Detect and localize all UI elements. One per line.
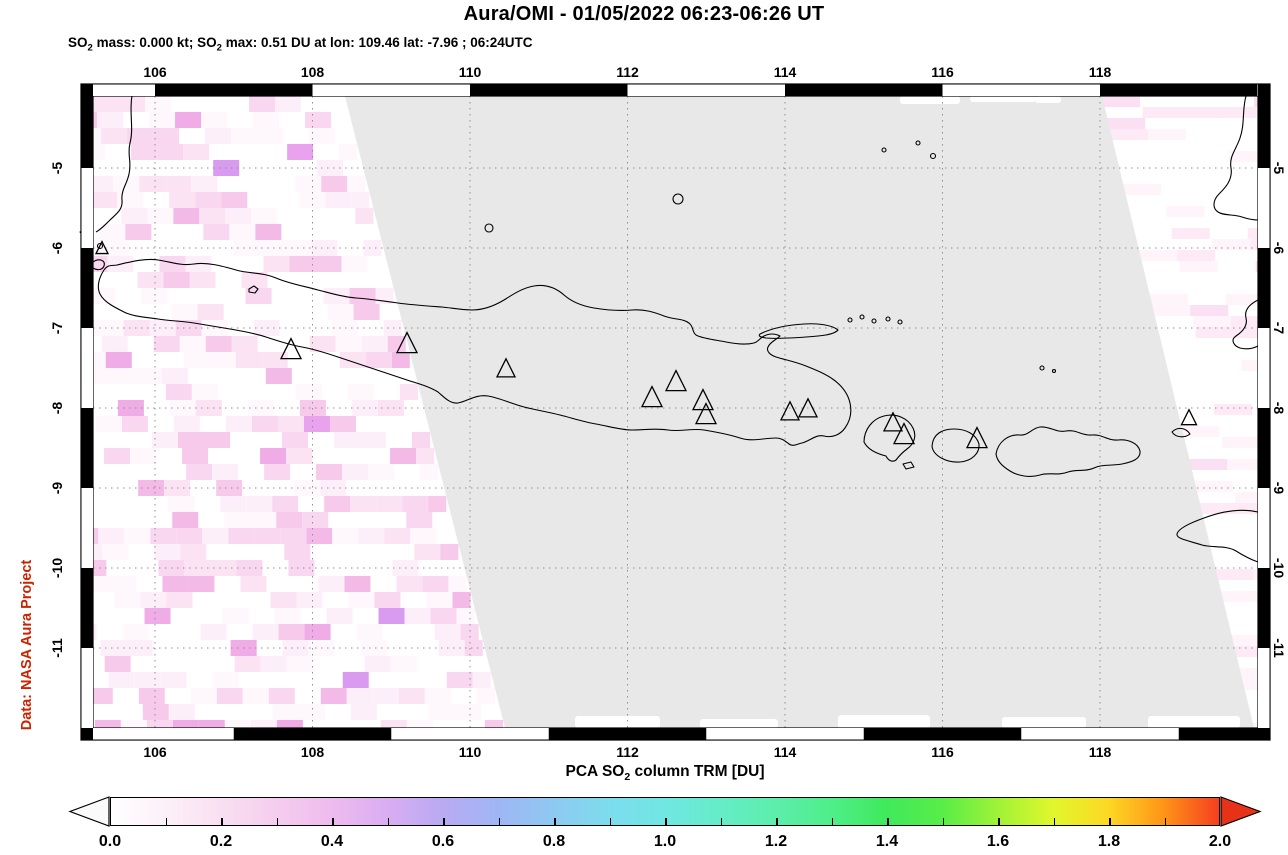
colorbar-tick (776, 818, 778, 826)
lat-tick-label: -6 (1271, 218, 1287, 278)
colorbar-tick (998, 818, 1000, 826)
screenshot-root: Aura/OMI - 01/05/2022 06:23-06:26 UT SO2… (0, 0, 1288, 855)
colorbar-tick-label: 1.0 (635, 833, 695, 851)
white-patch (1035, 96, 1061, 103)
colorbar-tick (1109, 818, 1111, 826)
lon-tick-label: 106 (125, 64, 185, 80)
lon-tick-label: 110 (440, 64, 500, 80)
lat-tick-label: -10 (1271, 538, 1287, 598)
lat-tick-label: -5 (1271, 138, 1287, 198)
colorbar-tick (277, 818, 279, 826)
colorbar-tick-label: 0.0 (80, 833, 140, 851)
lat-tick-label: -9 (1271, 458, 1287, 518)
colorbar-tick-label: 0.6 (413, 833, 473, 851)
colorbar-tick-label: 1.6 (968, 833, 1028, 851)
lon-tick-label: 110 (440, 744, 500, 760)
lon-tick-label: 114 (755, 744, 815, 760)
colorbar-tick (166, 818, 168, 826)
lon-tick-label: 118 (1070, 744, 1130, 760)
lat-tick-label: -11 (1271, 618, 1287, 678)
colorbar-tick-label: 1.2 (746, 833, 806, 851)
colorbar-tick-label: 0.4 (302, 833, 362, 851)
colorbar-right-arrow-icon (1221, 797, 1260, 826)
colorbar-tick (610, 818, 612, 826)
colorbar-tick (499, 818, 501, 826)
colorbar-tick (443, 818, 445, 826)
lat-tick-label: -8 (49, 378, 65, 438)
colorbar-tick (332, 818, 334, 826)
colorbar-tick-label: 1.8 (1079, 833, 1139, 851)
white-patch (1002, 717, 1086, 728)
lon-tick-label: 112 (598, 744, 658, 760)
white-patch (838, 715, 930, 728)
lon-tick-label: 114 (755, 64, 815, 80)
lon-tick-label: 112 (598, 64, 658, 80)
colorbar-label: PCA SO2 column TRM [DU] (0, 763, 1288, 783)
colorbar-tick-label: 0.2 (191, 833, 251, 851)
colorbar-tick (554, 818, 556, 826)
colorbar-tick-label: 0.8 (524, 833, 584, 851)
lon-tick-label: 116 (913, 64, 973, 80)
colorbar-label-text: PCA SO (565, 763, 624, 780)
white-patch (970, 96, 1036, 102)
lon-tick-label: 118 (1070, 64, 1130, 80)
colorbar-tick (943, 818, 945, 826)
colorbar-tick (1054, 818, 1056, 826)
lon-tick-label: 116 (913, 744, 973, 760)
colorbar-label-text2: column TRM [DU] (630, 763, 764, 780)
lat-tick-label: -7 (1271, 298, 1287, 358)
lat-tick-label: -10 (49, 538, 65, 598)
lon-tick-label: 108 (283, 64, 343, 80)
colorbar-tick (665, 818, 667, 826)
lat-tick-label: -7 (49, 298, 65, 358)
map-canvas (0, 0, 1288, 855)
white-patch (575, 716, 660, 728)
colorbar-tick (721, 818, 723, 826)
lon-tick-label: 108 (283, 744, 343, 760)
lat-tick-label: -9 (49, 458, 65, 518)
lon-tick-label: 106 (125, 744, 185, 760)
lat-tick-label: -6 (49, 218, 65, 278)
white-patch (1148, 716, 1240, 728)
colorbar-tick-label: 1.4 (857, 833, 917, 851)
white-patch (900, 96, 960, 104)
no-data-swath (345, 96, 1254, 728)
colorbar-tick (887, 818, 889, 826)
colorbar-tick (221, 818, 223, 826)
colorbar-left-arrow-icon (70, 797, 109, 826)
lat-tick-label: -8 (1271, 378, 1287, 438)
colorbar-tick (388, 818, 390, 826)
colorbar-tick (1165, 818, 1167, 826)
lat-tick-label: -5 (49, 138, 65, 198)
lat-tick-label: -11 (49, 618, 65, 678)
colorbar-tick-label: 2.0 (1190, 833, 1250, 851)
white-patch (700, 719, 778, 728)
colorbar-tick (832, 818, 834, 826)
